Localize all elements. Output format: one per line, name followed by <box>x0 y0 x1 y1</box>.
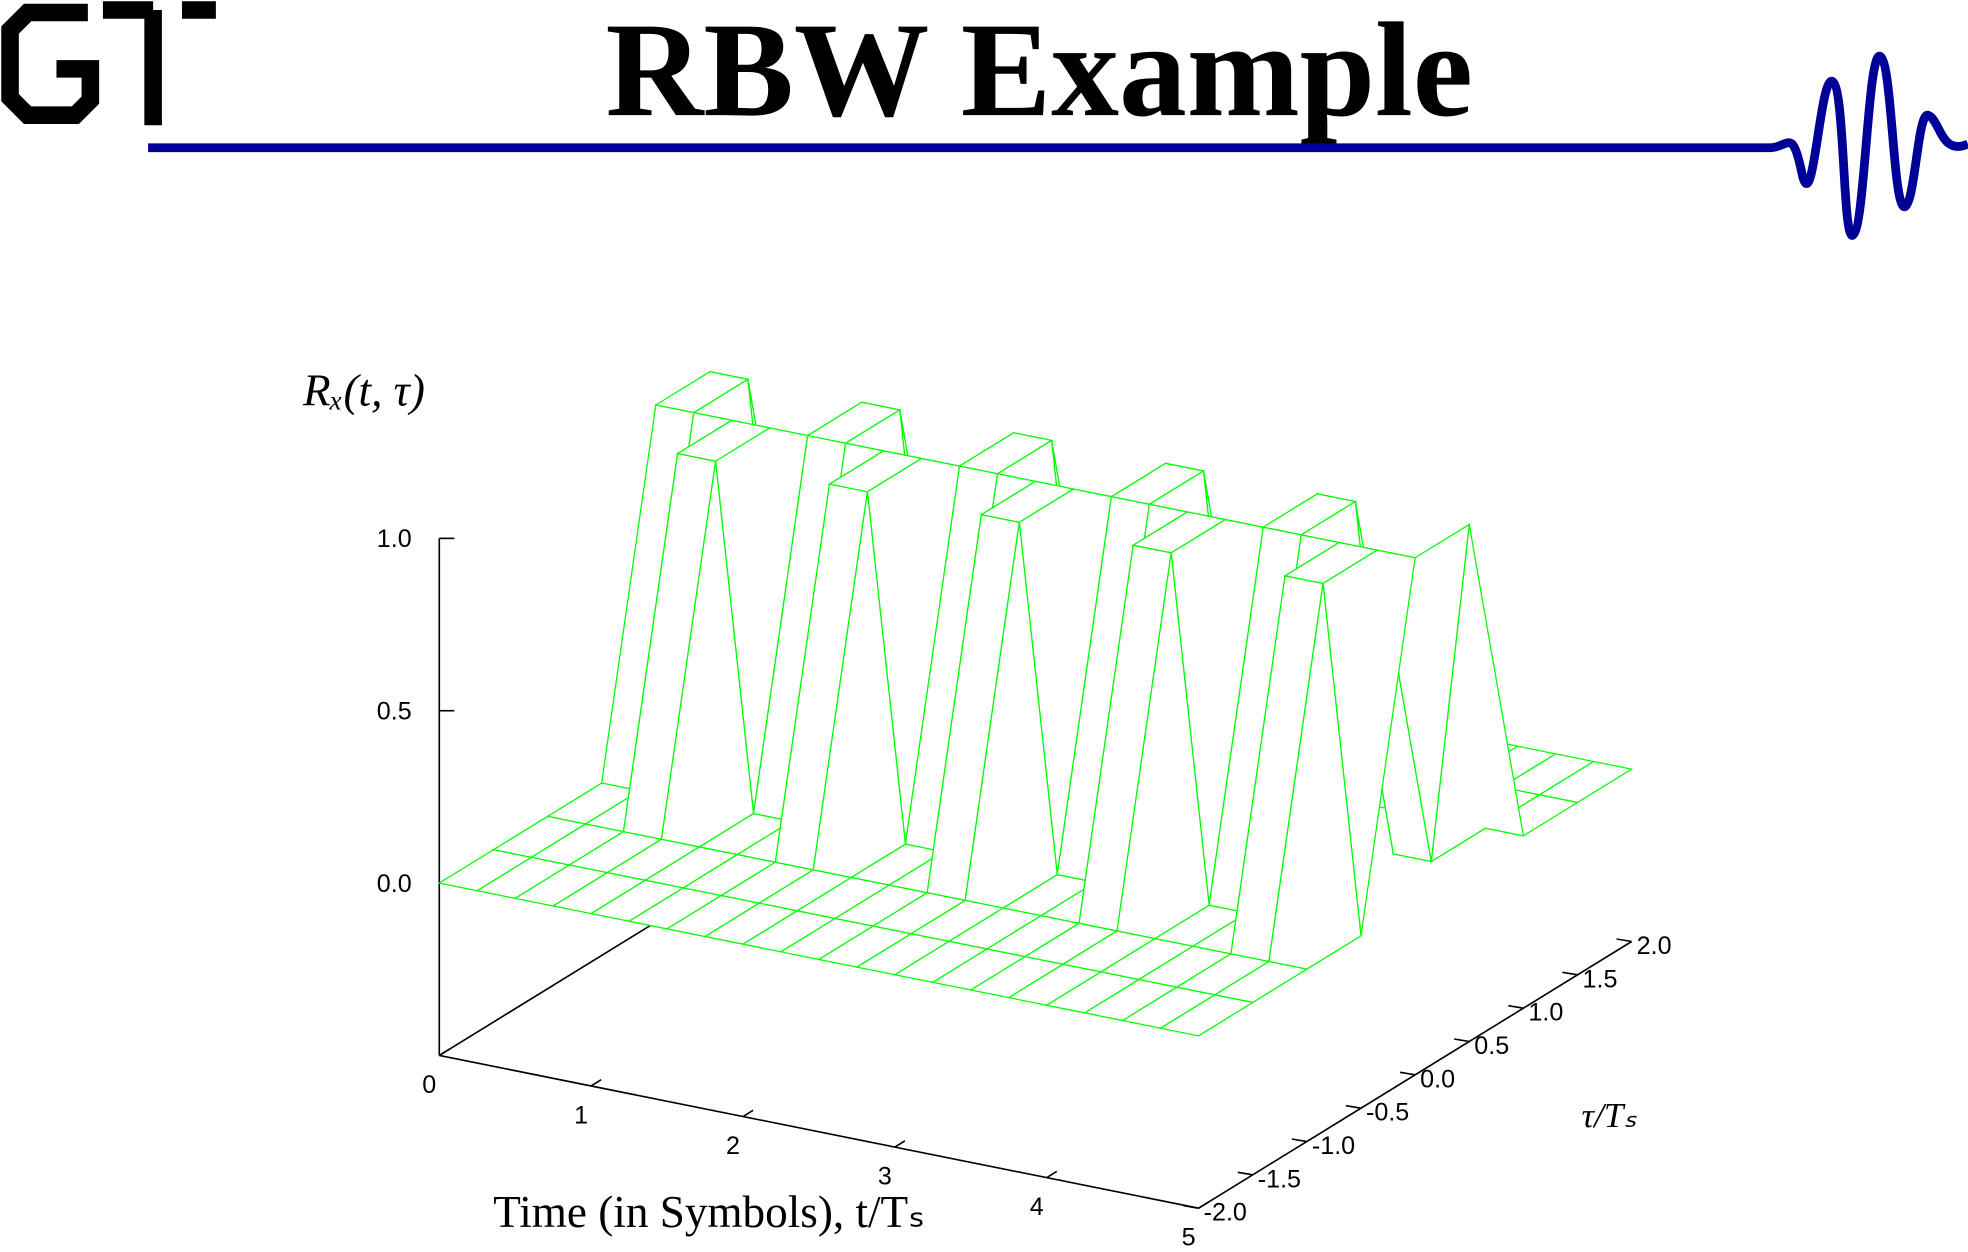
x-tick-label: 2 <box>726 1132 740 1160</box>
slide-title: RBW Example <box>606 0 1473 145</box>
y-tick-label: 0.0 <box>1420 1065 1455 1093</box>
x-tick <box>894 1140 906 1148</box>
z-tick-label: 1.0 <box>377 525 412 553</box>
y-tick-label: -1.0 <box>1312 1132 1355 1160</box>
logo-t <box>102 1 216 126</box>
y-tick-label: 0.5 <box>1474 1032 1509 1060</box>
y-tick <box>1237 1171 1253 1176</box>
plot: 0.0 0.5 1.0 0 1 2 3 4 5 -2.0 -1.5 -1.0 -0.5 0.0 0.5 1.0… <box>302 366 1671 1252</box>
y-tick-label: -2.0 <box>1204 1199 1247 1227</box>
y-tick <box>1616 938 1632 943</box>
x-tick-label: 4 <box>1030 1193 1044 1221</box>
y-tick <box>1399 1071 1416 1076</box>
x-tick <box>742 1109 754 1118</box>
y-tick-label: 1.5 <box>1583 965 1618 993</box>
y-tick <box>1345 1104 1362 1109</box>
y-tick-label: -1.5 <box>1258 1165 1301 1193</box>
y-tick-label: 2.0 <box>1637 932 1672 960</box>
y-tick-label: 1.0 <box>1528 999 1563 1027</box>
surface-cell <box>1158 994 1255 1037</box>
y-axis <box>1198 940 1633 1209</box>
y-tick <box>1291 1138 1308 1143</box>
x-tick-label: 0 <box>422 1071 436 1099</box>
y-axis-label: τ/Tₛ <box>1582 1096 1638 1135</box>
x-tick <box>1046 1170 1058 1179</box>
y-tick-label: -0.5 <box>1366 1099 1409 1127</box>
y-tick <box>1183 1204 1199 1209</box>
x-tick <box>438 1048 450 1057</box>
z-tick-label: 0.5 <box>377 698 412 726</box>
logo <box>1 1 216 126</box>
z-tick-label: 0.0 <box>377 870 412 898</box>
y-tick <box>1454 1038 1470 1043</box>
x-tick-label: 5 <box>1182 1224 1196 1252</box>
x-tick <box>1198 1201 1210 1209</box>
x-axis-label: Time (in Symbols), t/Tₛ <box>493 1187 925 1237</box>
z-axis-label: Rₓ(t, τ) <box>302 366 425 416</box>
y-tick <box>1562 971 1578 976</box>
header-rule <box>148 51 1968 240</box>
x-axis <box>439 1054 1199 1209</box>
x-tick <box>590 1079 602 1087</box>
y-tick <box>1508 1004 1524 1009</box>
x-tick-label: 3 <box>878 1163 892 1191</box>
logo-g <box>1 3 100 124</box>
x-tick-label: 1 <box>574 1102 588 1130</box>
